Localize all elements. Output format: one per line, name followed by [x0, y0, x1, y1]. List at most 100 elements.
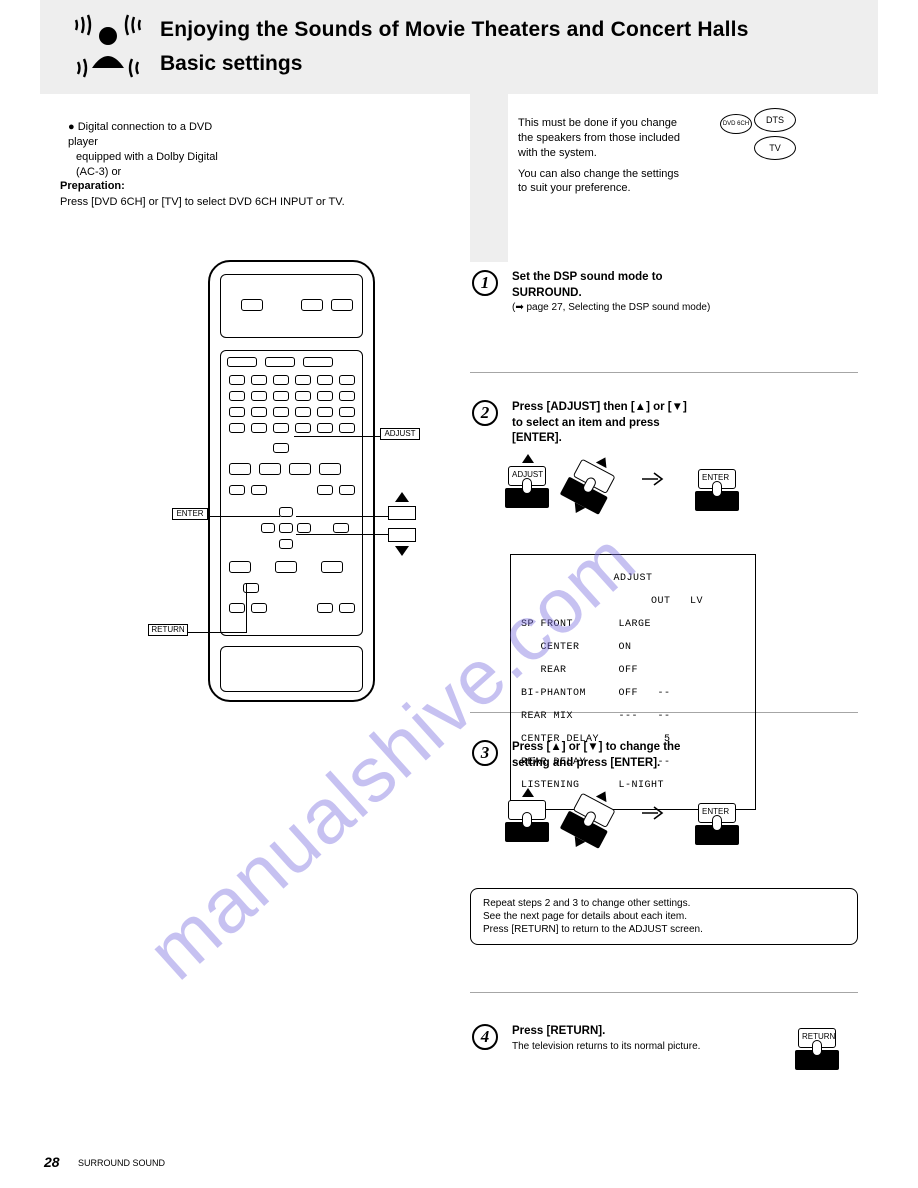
arrow-right-icon	[640, 467, 670, 491]
note-line: ● Digital connection to a DVD player	[68, 120, 230, 150]
s1a: Set the DSP sound mode to	[512, 271, 663, 283]
disp-row: LISTENING L-NIGHT	[521, 780, 745, 792]
remote-btn	[319, 463, 341, 475]
page-title: Enjoying the Sounds of Movie Theaters an…	[160, 18, 749, 42]
remote-btn	[317, 391, 333, 401]
bubble-dts: DTS	[754, 108, 796, 132]
disp-title: ADJUST	[521, 573, 745, 585]
step-4-text: Press [RETURN]. The television returns t…	[512, 1024, 752, 1053]
remote-btn	[251, 423, 267, 433]
remote-btn	[333, 523, 349, 533]
up-triangle-icon	[395, 492, 409, 502]
s3a: Press [▲] or [▼] to change the	[512, 741, 680, 753]
divider	[470, 992, 858, 993]
adjust-display: ADJUST OUT LV SP FRONT LARGE CENTER ON R…	[510, 554, 756, 810]
remote-btn	[251, 485, 267, 495]
remote-btn	[261, 523, 275, 533]
remote-btn	[251, 375, 267, 385]
disp-hdr: OUT LV	[521, 596, 745, 608]
label-down	[388, 528, 416, 542]
remote-btn	[317, 423, 333, 433]
step-1-text: Set the DSP sound mode to SURROUND. (➡ p…	[512, 270, 852, 315]
up-triangle-icon	[522, 454, 534, 463]
step-2-icons: ADJUST ENTER	[508, 466, 736, 491]
remote-btn	[289, 463, 311, 475]
remote-btn	[229, 391, 245, 401]
press-updown-icon	[573, 459, 616, 494]
s1b: SURROUND.	[512, 287, 582, 299]
remote-btn	[339, 603, 355, 613]
leader-line	[294, 436, 380, 437]
page-number: 28	[44, 1154, 60, 1170]
leader-line	[208, 516, 280, 517]
remote-btn	[273, 391, 289, 401]
remote-btn	[301, 299, 323, 311]
label-return: RETURN	[148, 624, 188, 636]
intro-line: to suit your preference.	[518, 181, 718, 196]
press-enter-icon: ENTER	[698, 803, 736, 823]
bubble-dvd: DVD 6CH	[720, 114, 752, 134]
remote-btn	[251, 391, 267, 401]
info-box: Repeat steps 2 and 3 to change other set…	[470, 888, 858, 945]
remote-btn	[241, 299, 263, 311]
remote-btn-up[interactable]	[279, 507, 293, 517]
s4b: The television returns to its normal pic…	[512, 1040, 752, 1054]
remote-btn	[273, 423, 289, 433]
remote-btn	[339, 391, 355, 401]
remote-btn	[317, 603, 333, 613]
remote-btn	[317, 407, 333, 417]
remote-foot-panel	[220, 646, 363, 692]
remote-btn	[339, 485, 355, 495]
s2c: [ENTER].	[512, 432, 562, 444]
page-subtitle: Basic settings	[160, 52, 302, 76]
remote-btn	[259, 463, 281, 475]
remote-btn	[339, 423, 355, 433]
remote-btn	[339, 375, 355, 385]
up-triangle-icon	[522, 788, 534, 797]
disp-row: BI-PHANTOM OFF --	[521, 688, 745, 700]
remote-btn	[229, 603, 245, 613]
step-4-number: 4	[472, 1024, 498, 1050]
remote-btn	[295, 375, 311, 385]
label-adjust: ADJUST	[380, 428, 420, 440]
label-up	[388, 506, 416, 520]
step-3-text: Press [▲] or [▼] to change the setting a…	[512, 740, 852, 771]
remote-btn-enter[interactable]	[279, 523, 293, 533]
bubble-tv: TV	[754, 136, 796, 160]
leader-line	[296, 534, 388, 535]
remote-btn	[295, 391, 311, 401]
leader-line	[246, 584, 247, 633]
divider	[470, 712, 858, 713]
intro-line: You can also change the settings	[518, 167, 718, 182]
disp-row: CENTER ON	[521, 642, 745, 654]
remote-btn-down[interactable]	[279, 539, 293, 549]
remote-btn	[229, 561, 251, 573]
s3b: setting and press [ENTER].	[512, 757, 660, 769]
press-return-icon: RETURN	[798, 1028, 836, 1053]
remote-btn	[295, 423, 311, 433]
remote-btn	[229, 375, 245, 385]
s4a: Press [RETURN].	[512, 1025, 605, 1037]
step-2-text: Press [ADJUST] then [▲] or [▼] to select…	[512, 400, 852, 447]
remote-control	[208, 260, 375, 702]
arrow-right-icon	[640, 801, 670, 825]
header-band	[40, 0, 878, 94]
press-enter-icon: ENTER	[698, 469, 736, 489]
note-line: equipped with a Dolby Digital (AC-3) or	[76, 150, 230, 180]
remote-btn	[229, 463, 251, 475]
remote-btn	[317, 375, 333, 385]
remote-btn	[297, 523, 311, 533]
remote-btn	[251, 407, 267, 417]
remote-btn	[229, 407, 245, 417]
remote-btn	[275, 561, 297, 573]
remote-btn-adjust[interactable]	[273, 443, 289, 453]
disp-row: REAR OFF	[521, 665, 745, 677]
remote-btn	[229, 423, 245, 433]
down-triangle-icon	[395, 546, 409, 556]
preparation-heading: Preparation:	[60, 180, 125, 192]
remote-btn	[317, 485, 333, 495]
step-2-number: 2	[472, 400, 498, 426]
remote-btn	[339, 407, 355, 417]
press-adjust-icon: ADJUST	[508, 466, 546, 486]
intro-line: This must be done if you change	[518, 116, 718, 131]
